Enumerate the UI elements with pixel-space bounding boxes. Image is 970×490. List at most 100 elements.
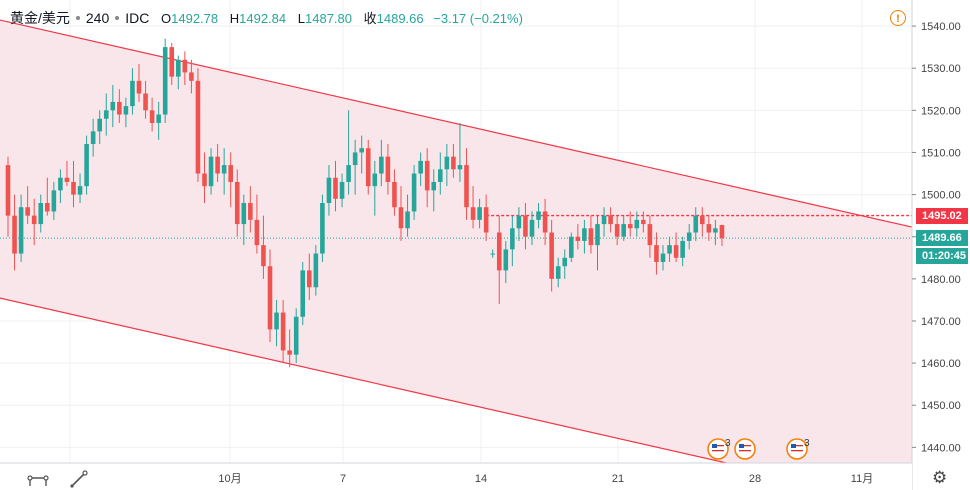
- candle-body: [510, 228, 515, 250]
- candle-body: [228, 165, 233, 182]
- candle-body: [601, 215, 607, 225]
- candle-body: [346, 165, 351, 182]
- y-tick-label: 1510.00: [921, 147, 961, 159]
- candle-body: [71, 181, 76, 195]
- candle-body: [503, 249, 509, 271]
- candle-body: [51, 190, 57, 212]
- countdown-tag: 01:20:45: [916, 248, 968, 265]
- candle-body: [359, 148, 364, 153]
- candle-body: [326, 177, 332, 204]
- candle-body: [634, 219, 640, 229]
- candle-body: [320, 203, 325, 254]
- close-value: 1489.66: [376, 11, 424, 26]
- candle-body: [431, 181, 437, 191]
- pencil-icon[interactable]: [68, 470, 90, 488]
- candle-body: [470, 207, 476, 220]
- candle-body: [496, 232, 502, 271]
- candle-body: [90, 131, 96, 145]
- candle-body: [103, 110, 109, 119]
- source-label: IDC: [125, 10, 150, 26]
- us-flag-icon[interactable]: 3: [786, 438, 810, 460]
- open-label: O: [161, 11, 172, 26]
- candle-body: [25, 207, 30, 216]
- close-label: 收: [363, 11, 377, 26]
- candle-body: [719, 225, 725, 239]
- gear-icon[interactable]: ⚙: [932, 468, 948, 487]
- resistance-price-tag: 1495.02: [916, 207, 968, 224]
- y-tick-label: 1450.00: [921, 400, 961, 412]
- high-label: H: [229, 11, 240, 26]
- candle-body: [234, 181, 240, 225]
- candle-body: [176, 59, 181, 77]
- candle-body: [130, 80, 135, 107]
- candle-body: [451, 156, 456, 170]
- x-tick-label: 21: [612, 473, 624, 485]
- candle-body: [562, 257, 568, 267]
- measure-icon[interactable]: [27, 470, 49, 488]
- y-tick-label: 1520.00: [921, 105, 961, 117]
- candle-body: [424, 160, 430, 191]
- candle-body: [536, 211, 541, 220]
- candle-body: [313, 253, 319, 288]
- candle-body: [156, 114, 161, 123]
- candle-body: [221, 165, 227, 174]
- candle-body: [398, 207, 404, 229]
- y-tick-label: 1540.00: [921, 21, 961, 33]
- candle-body: [215, 156, 220, 174]
- interval-label[interactable]: 240: [85, 10, 110, 26]
- open-value: 1492.78: [171, 11, 219, 26]
- candle-body: [117, 101, 122, 115]
- low-label: L: [297, 11, 305, 26]
- candle-body: [483, 207, 489, 233]
- candle-body: [123, 106, 129, 115]
- high-value: 1492.84: [239, 11, 287, 26]
- candle-body: [182, 59, 188, 73]
- warning-icon[interactable]: !: [890, 10, 906, 26]
- candle-body: [680, 240, 685, 258]
- candle-body: [595, 224, 600, 246]
- candle-body: [477, 207, 482, 220]
- event-count: 3: [725, 438, 731, 449]
- candle-body: [582, 228, 587, 241]
- x-tick-label: 11月: [851, 473, 873, 485]
- channel-upper-line: [0, 19, 913, 228]
- change-percent: (−0.21%): [469, 11, 523, 26]
- candle-body: [700, 215, 705, 225]
- candle-body: [300, 270, 306, 317]
- candle-body: [307, 270, 312, 288]
- candle-body: [686, 232, 692, 241]
- y-tick-label: 1530.00: [921, 63, 961, 75]
- candle-body: [339, 181, 345, 199]
- candle-body: [588, 228, 594, 246]
- candle-body: [293, 316, 299, 355]
- candle-body: [385, 156, 391, 182]
- x-tick-label: 7: [340, 473, 346, 485]
- bottom-toolbar: [0, 466, 912, 490]
- candle-body: [261, 245, 266, 267]
- legend-header: 黄金/美元 240 IDC O1492.78 H1492.84 L1487.80 收…: [10, 8, 523, 28]
- us-flag-icon[interactable]: 3: [707, 438, 731, 460]
- candle-body: [614, 224, 620, 237]
- candle-body: [392, 181, 397, 208]
- candle-body: [64, 177, 70, 182]
- candle-body: [641, 219, 646, 225]
- candle-body: [352, 152, 358, 166]
- candle-body: [195, 80, 201, 174]
- candle-body: [647, 224, 653, 246]
- y-tick-label: 1480.00: [921, 274, 961, 286]
- candle-body: [444, 156, 450, 170]
- symbol-name[interactable]: 黄金/美元: [10, 10, 70, 26]
- candle-body: [667, 245, 672, 254]
- candle-body: [202, 173, 207, 187]
- candle-body: [136, 80, 142, 94]
- candle-body: [379, 156, 384, 174]
- candle-body: [411, 173, 417, 212]
- candle-body: [333, 177, 338, 199]
- us-flag-icon[interactable]: [734, 438, 756, 460]
- candle-body: [77, 186, 83, 195]
- candle-body: [490, 253, 495, 255]
- event-count: 3: [804, 438, 810, 449]
- candle-body: [549, 232, 554, 279]
- candle-body: [627, 224, 633, 229]
